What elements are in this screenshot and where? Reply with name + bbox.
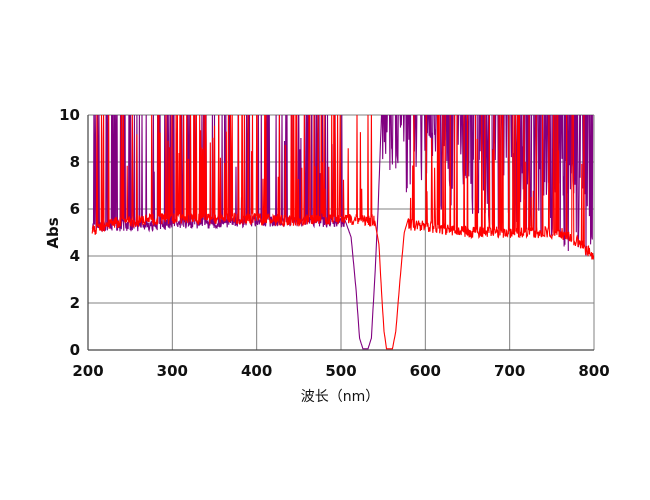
x-tick-label-600: 600 [410, 362, 441, 380]
series-line-2 [91, 115, 594, 350]
y-tick-label-10: 10 [59, 106, 80, 124]
y-tick-labels: 0 2 4 6 8 10 [59, 106, 80, 359]
y-tick-label-0: 0 [70, 341, 80, 359]
y-tick-label-4: 4 [70, 247, 80, 265]
x-tick-label-400: 400 [241, 362, 272, 380]
axes [87, 115, 594, 351]
x-tick-label-800: 800 [578, 362, 609, 380]
x-tick-label-200: 200 [72, 362, 103, 380]
x-tick-label-500: 500 [325, 362, 356, 380]
x-tick-labels: 200 300 400 500 600 700 800 [72, 362, 609, 380]
y-tick-label-8: 8 [70, 153, 80, 171]
series-layer [91, 115, 594, 350]
y-tick-label-6: 6 [70, 200, 80, 218]
x-tick-label-300: 300 [157, 362, 188, 380]
x-axis-label: 波长（nm） [301, 389, 380, 405]
y-axis-label: Abs [44, 217, 62, 248]
y-tick-label-2: 2 [70, 294, 80, 312]
x-tick-label-700: 700 [494, 362, 525, 380]
